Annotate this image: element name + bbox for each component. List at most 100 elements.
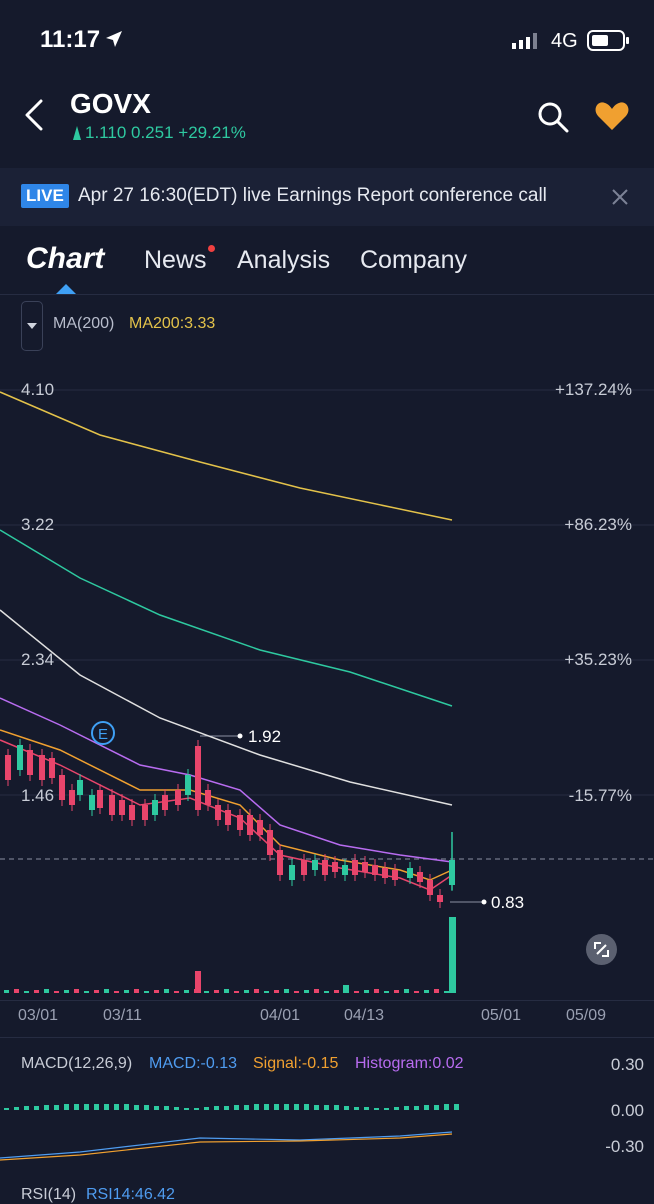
candle-body <box>215 805 221 820</box>
volume-bar <box>74 989 79 993</box>
macd-histogram-bar <box>4 1108 9 1110</box>
macd-histogram-bar <box>234 1105 239 1110</box>
x-label-5: 05/01 <box>481 1007 522 1024</box>
volume-bar-spike <box>195 971 201 993</box>
macd-histogram-bar <box>214 1106 219 1110</box>
volume-bar <box>14 989 19 993</box>
high-price-marker: 1.92 <box>248 727 282 746</box>
macd-histogram-bar <box>154 1106 159 1110</box>
macd-histogram-bar <box>74 1104 79 1110</box>
candle-body <box>77 780 83 795</box>
candle-body <box>289 865 295 880</box>
candle-body <box>225 810 231 825</box>
ticker-symbol: GOVX <box>70 88 151 119</box>
macd-chart[interactable] <box>0 1080 654 1170</box>
macd-signal: Signal:-0.15 <box>253 1055 339 1072</box>
candle-body <box>437 895 443 902</box>
macd-histogram-bar <box>204 1107 209 1110</box>
volume-bar <box>424 990 429 993</box>
fullscreen-button[interactable] <box>586 934 617 965</box>
macd-histogram-bar <box>44 1105 49 1110</box>
macd-histogram-bar <box>194 1108 199 1110</box>
rsi-title: RSI(14) <box>21 1186 77 1203</box>
volume-bar <box>394 990 399 993</box>
volume-bar <box>44 989 49 993</box>
live-banner-text[interactable]: Apr 27 16:30(EDT) live Earnings Report c… <box>78 185 547 206</box>
macd-histogram-bar <box>124 1104 129 1110</box>
candle-body <box>175 790 181 805</box>
macd-histogram-bar <box>384 1108 389 1110</box>
favorite-heart-icon[interactable] <box>594 100 630 132</box>
status-time: 11:17 <box>40 26 101 53</box>
candle-body <box>39 755 45 780</box>
macd-value: MACD:-0.13 <box>149 1055 238 1072</box>
location-arrow-icon <box>106 31 122 47</box>
tab-news[interactable]: News <box>144 246 207 274</box>
macd-histogram-bar <box>114 1104 119 1110</box>
candle-body <box>27 750 33 775</box>
macd-histogram-bar <box>94 1104 99 1110</box>
volume-bar <box>324 991 329 993</box>
macd-histogram-bar <box>14 1107 19 1110</box>
tab-chart[interactable]: Chart <box>26 242 105 275</box>
live-banner[interactable] <box>0 168 654 226</box>
macd-histogram-bar <box>424 1105 429 1110</box>
candle-body <box>185 775 191 795</box>
price-chart[interactable] <box>0 350 654 1000</box>
candle-body <box>205 790 211 805</box>
tab-company[interactable]: Company <box>360 246 467 274</box>
macd-line <box>0 1131 453 1159</box>
macd-histogram-bar <box>334 1105 339 1110</box>
macd-histogram-bar <box>284 1104 289 1110</box>
volume-bar <box>24 991 29 993</box>
macd-histogram-bar <box>314 1105 319 1110</box>
macd-histogram-bar <box>414 1106 419 1110</box>
earnings-marker[interactable]: E <box>91 721 115 745</box>
candle-body <box>5 755 11 780</box>
candle-body <box>392 870 398 880</box>
news-notification-dot <box>208 245 215 252</box>
macd-histogram-bar <box>374 1108 379 1110</box>
low-price-marker: 0.83 <box>491 893 525 912</box>
macd-histogram-bar <box>264 1104 269 1110</box>
candle-body <box>267 830 273 855</box>
back-arrow-icon[interactable] <box>22 98 48 132</box>
price-label-2: 3.22 <box>21 515 55 534</box>
indicator-dropdown-button[interactable] <box>21 301 43 351</box>
volume-bar <box>364 990 369 993</box>
macd-histogram-bar <box>164 1106 169 1110</box>
pct-label-4: -15.77% <box>568 786 632 805</box>
volume-bar <box>334 990 339 993</box>
candle-body <box>407 868 413 878</box>
volume-bar <box>444 991 449 993</box>
rsi-value: RSI14:46.42 <box>86 1186 175 1203</box>
ma20-line <box>0 697 453 863</box>
macd-histogram-bar <box>344 1106 349 1110</box>
close-icon[interactable] <box>611 188 629 206</box>
volume-bar <box>314 989 319 993</box>
candle-body <box>382 868 388 878</box>
macd-axis-bottom: -0.30 <box>605 1137 644 1156</box>
volume-bar <box>64 990 69 993</box>
volume-bar <box>254 989 259 993</box>
volume-bar <box>4 990 9 993</box>
candle-body <box>59 775 65 800</box>
candle-body <box>49 758 55 778</box>
volume-bar <box>104 989 109 993</box>
macd-histogram-bar <box>104 1104 109 1110</box>
macd-histogram-bar <box>144 1105 149 1110</box>
volume-bar <box>284 989 289 993</box>
search-icon[interactable] <box>536 100 570 134</box>
macd-histogram-bar <box>444 1104 449 1110</box>
candle-body <box>372 865 378 875</box>
volume-bar <box>204 991 209 993</box>
candle-body <box>427 880 433 895</box>
expand-icon <box>594 942 609 957</box>
tab-analysis[interactable]: Analysis <box>237 246 331 274</box>
candle-body <box>362 862 368 872</box>
pct-label-2: +86.23% <box>564 515 632 534</box>
candle-body <box>89 795 95 810</box>
candle-body <box>417 872 423 882</box>
candle-body <box>237 815 243 830</box>
price-label-top: 4.10 <box>21 380 55 399</box>
